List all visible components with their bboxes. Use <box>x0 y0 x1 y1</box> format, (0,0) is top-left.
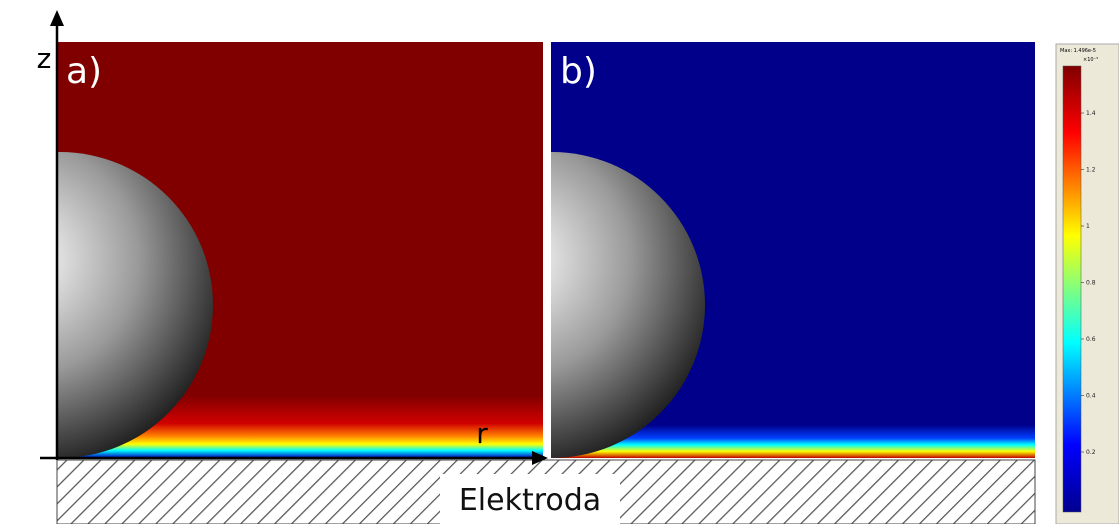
colorbar: Max: 1.496e-5 ×10⁻⁵ 1.4 1.2 1 0.8 0.6 0.4 0.2 <box>1055 43 1119 524</box>
colorbar-tick-label: 1.2 <box>1086 167 1096 174</box>
panel-label: b) <box>560 51 597 92</box>
colorbar-tick-label: 1.4 <box>1086 110 1096 117</box>
r-axis-label: r <box>476 417 488 450</box>
colorbar-tick-label: 0.2 <box>1086 449 1096 456</box>
colorbar-tick-label: 0.8 <box>1086 280 1096 287</box>
electrode-label-bg <box>440 474 620 524</box>
panel-b <box>551 42 1035 458</box>
panel-label: a) <box>66 51 102 92</box>
axes <box>40 10 548 465</box>
colorbar-tick-label: 0.4 <box>1086 393 1096 400</box>
colorbar-max: Max: 1.496e-5 <box>1060 48 1096 54</box>
z-axis-label: z <box>37 42 52 75</box>
electrode-label: Elektroda <box>459 483 601 518</box>
colorbar-exponent: ×10⁻⁵ <box>1083 57 1098 63</box>
colorbar-tick-label: 1 <box>1086 223 1090 230</box>
panel-a <box>57 42 543 458</box>
colorbar-tick-label: 0.6 <box>1086 336 1096 343</box>
